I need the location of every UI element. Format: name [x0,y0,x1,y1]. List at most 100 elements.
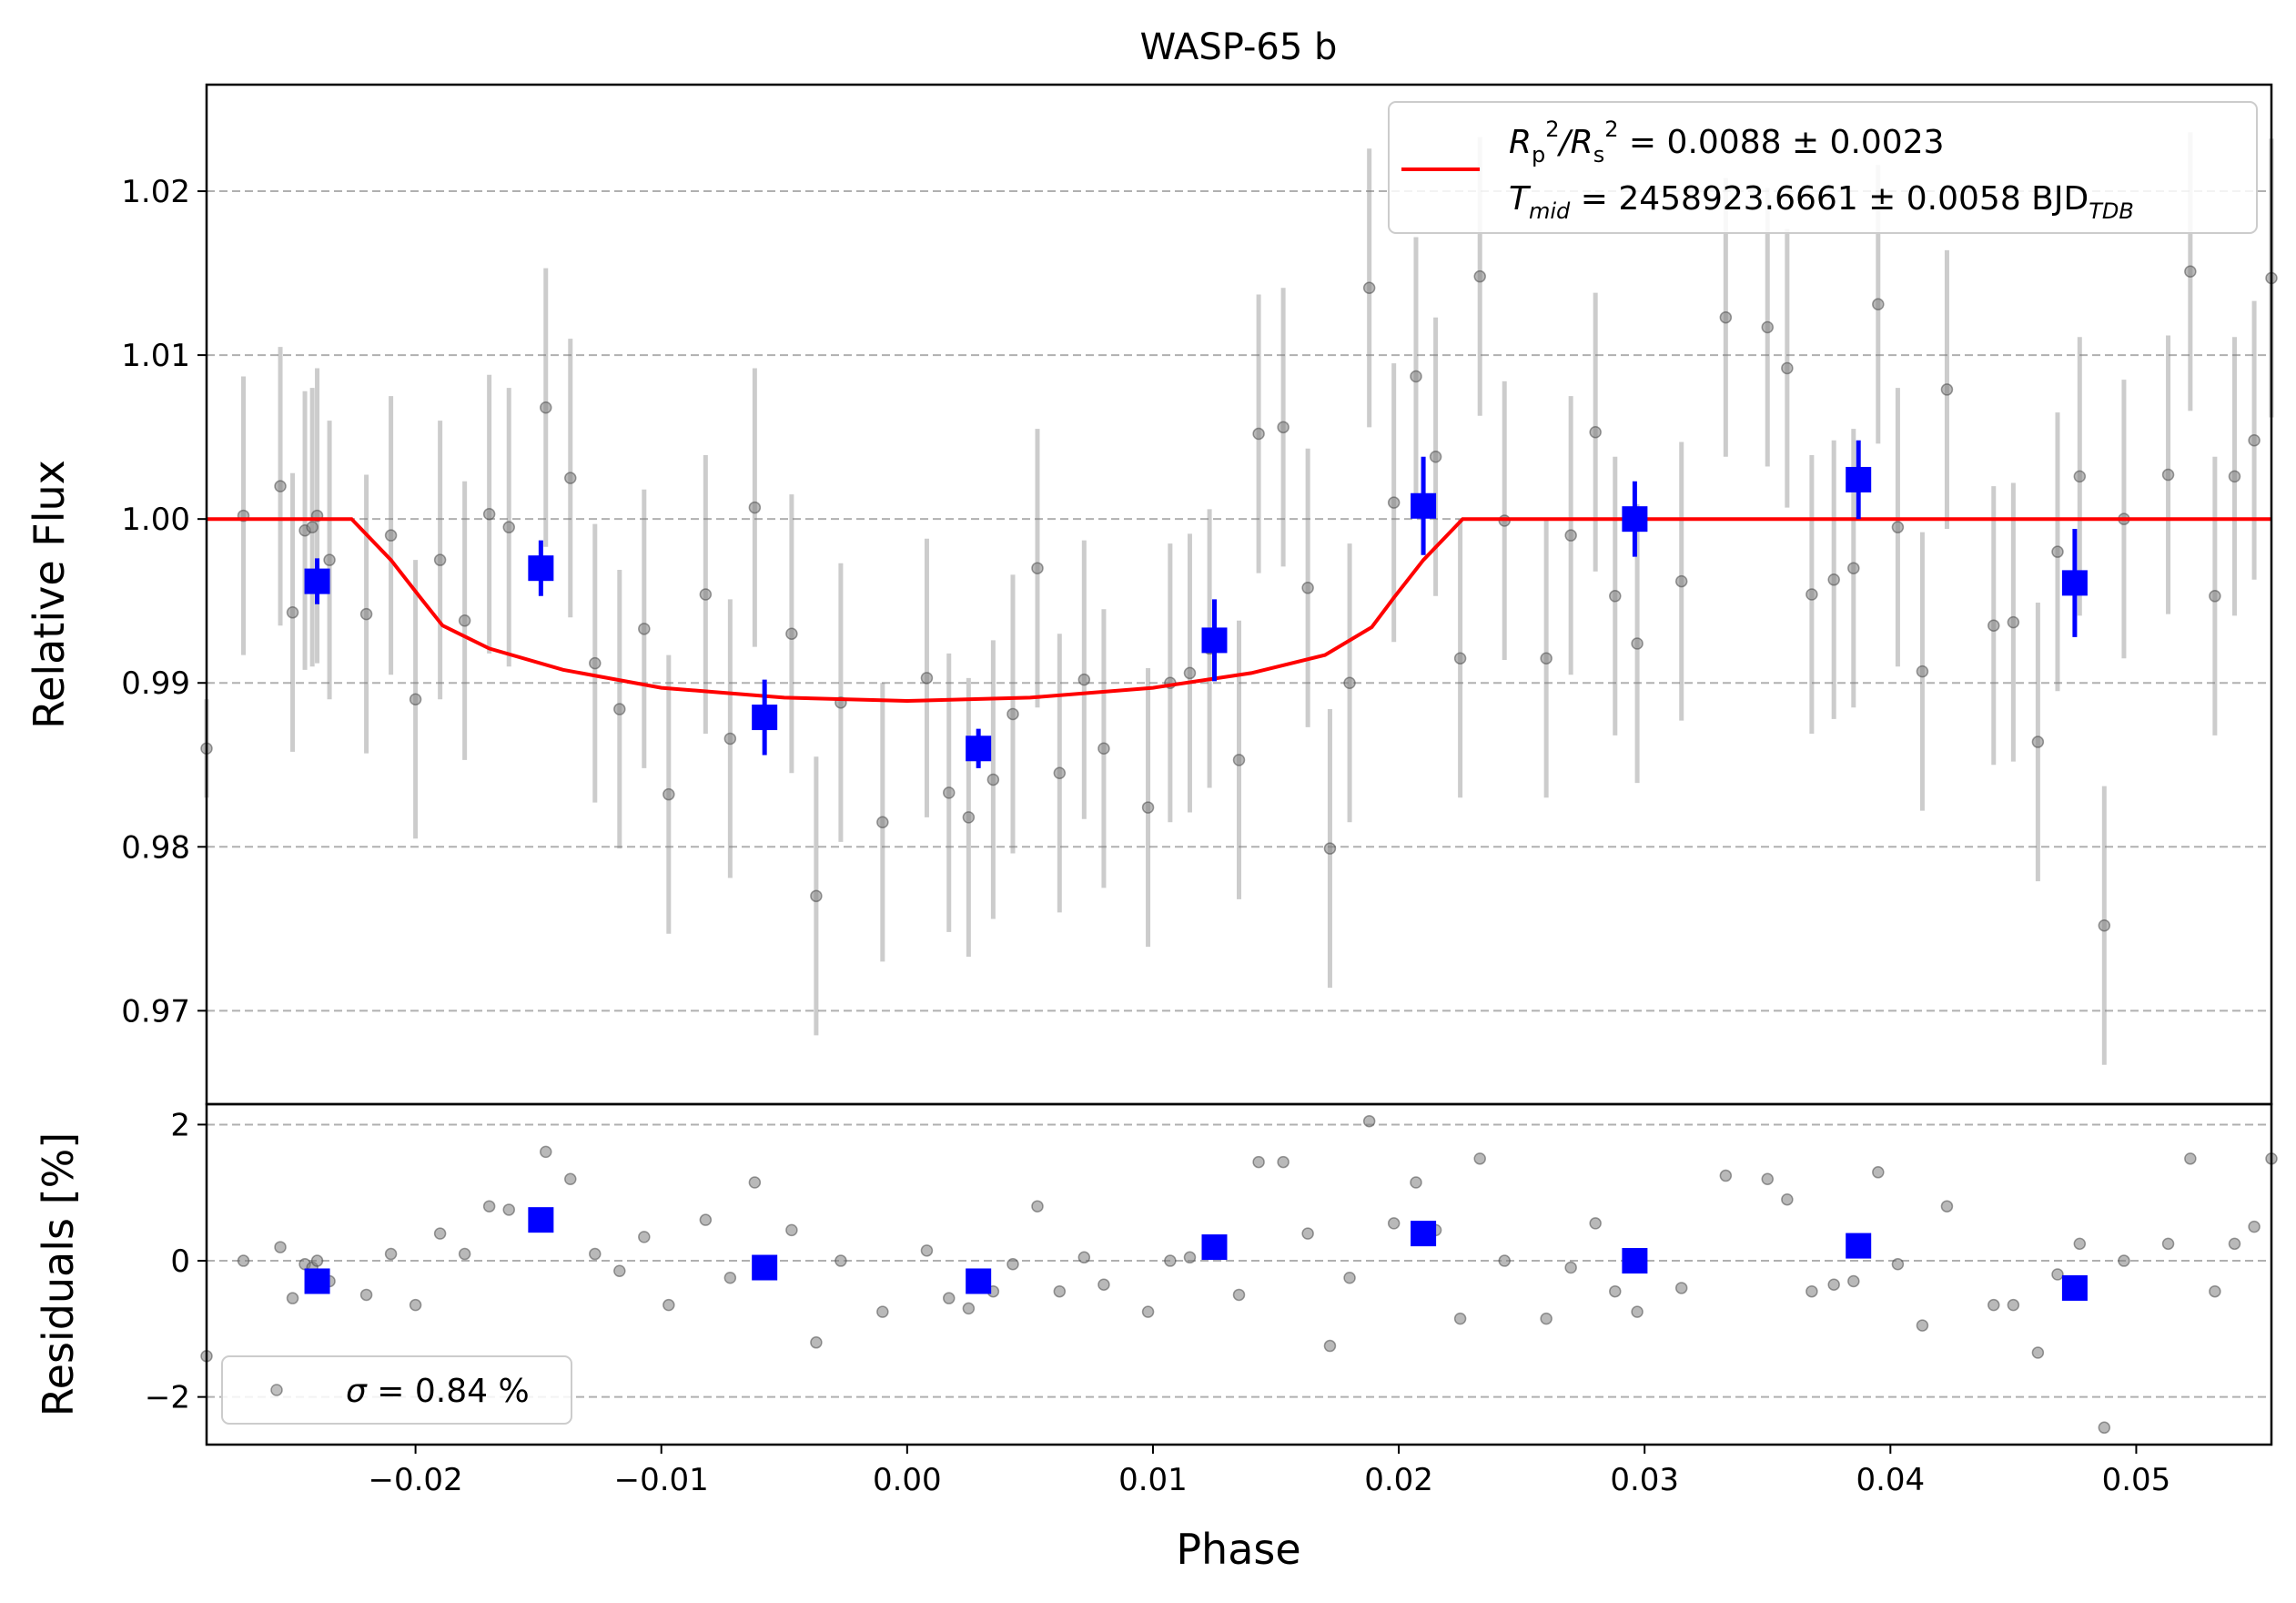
binned-residual-point [1201,1234,1228,1261]
binned-point [966,736,992,762]
bottom-x-ticks: −0.02 −0.01 0.00 0.01 0.02 0.03 0.04 0.05 [368,1445,2170,1498]
data-point [1362,281,1376,295]
binned-residual-point [528,1207,554,1233]
data-point [1077,673,1091,686]
residual-point [2161,1237,2175,1251]
data-point [1674,574,1688,588]
x-tick-label: 0.04 [1856,1462,1925,1498]
data-point [458,614,471,627]
x-axis-label: Phase [1176,1525,1300,1574]
residual-point [1053,1284,1067,1298]
residual-point [663,1298,675,1312]
residual-point [2184,1152,2197,1165]
bottom-y-tick-label: −2 [145,1380,190,1416]
bottom-legend: σ = 0.84 % [221,1355,572,1425]
bottom-data-points [200,1114,2278,1435]
chart-title: WASP-65 b [1140,26,1338,68]
data-point [323,553,336,566]
data-point [613,703,626,715]
binned-point [2061,570,2088,596]
residual-point [1589,1217,1602,1230]
residual-point [1631,1305,1644,1318]
residual-point [1473,1152,1486,1165]
data-point [2031,736,2045,748]
residual-point [1097,1278,1110,1291]
data-point [359,607,373,621]
residual-point [589,1247,602,1261]
binned-residual-point [966,1268,992,1294]
top-binned-points [304,440,2088,768]
data-point [1006,707,1019,721]
residual-point [2073,1237,2087,1251]
residual-point [962,1302,976,1315]
binned-residual-point [304,1268,330,1294]
data-point [943,786,956,799]
residual-point [2098,1421,2111,1435]
residual-point [1674,1282,1688,1294]
residual-point [502,1203,515,1216]
transit-model-line [207,517,2271,704]
top-y-tick-label: 1.01 [121,338,190,374]
residual-point [1277,1155,1290,1169]
residual-point [1453,1312,1467,1325]
residual-point [699,1213,713,1226]
data-point [663,787,675,801]
data-point [1609,590,1622,603]
data-point [306,521,319,533]
x-tick-label: −0.01 [614,1462,709,1498]
data-point [286,606,299,619]
residual-point [1141,1305,1155,1318]
data-point [638,623,651,635]
binned-point [528,555,554,582]
data-point [1343,676,1356,689]
data-point [1872,298,1885,311]
residual-point [1387,1217,1401,1230]
binned-point [1846,466,1872,492]
data-point [1387,496,1401,509]
top-y-tick-label: 0.97 [121,993,190,1030]
data-point [274,480,287,492]
data-point [2098,918,2111,932]
data-point [1891,521,1905,533]
residual-point [1564,1261,1577,1274]
residual-point [1031,1200,1044,1212]
residual-point [1540,1312,1553,1325]
data-point [1252,427,1265,441]
top-y-tick-label: 0.98 [121,829,190,866]
residual-point [2031,1346,2045,1359]
data-point [564,472,577,484]
data-point [699,588,713,601]
bottom-binned-points [304,1207,2088,1301]
residual-point [1916,1319,1929,1332]
data-point [1183,666,1197,680]
data-point [1473,269,1486,283]
residual-point [1343,1271,1356,1284]
residual-point [834,1254,847,1267]
data-point [1410,370,1422,383]
data-point [2209,590,2221,603]
bottom-y-ticks: −2 0 2 [145,1107,207,1416]
top-y-tick-label: 1.00 [121,502,190,538]
binned-point [1201,627,1228,654]
residual-point [1006,1258,1019,1271]
data-point [540,401,552,414]
data-point [409,693,422,705]
data-point [1429,450,1442,463]
data-point [962,811,976,824]
residual-point [1232,1288,1246,1302]
residual-point [1847,1274,1860,1288]
data-point [1847,562,1860,574]
data-point [1916,665,1929,678]
binned-residual-point [1622,1248,1648,1274]
data-point [1719,310,1733,324]
residual-point [2007,1298,2020,1312]
residual-point [286,1292,299,1304]
residual-point [564,1172,577,1186]
residual-point [458,1247,471,1261]
data-point [2228,470,2241,483]
top-y-tick-label: 1.02 [121,174,190,210]
residual-point [1719,1169,1733,1182]
data-point [2161,468,2175,482]
residual-point [540,1145,552,1159]
